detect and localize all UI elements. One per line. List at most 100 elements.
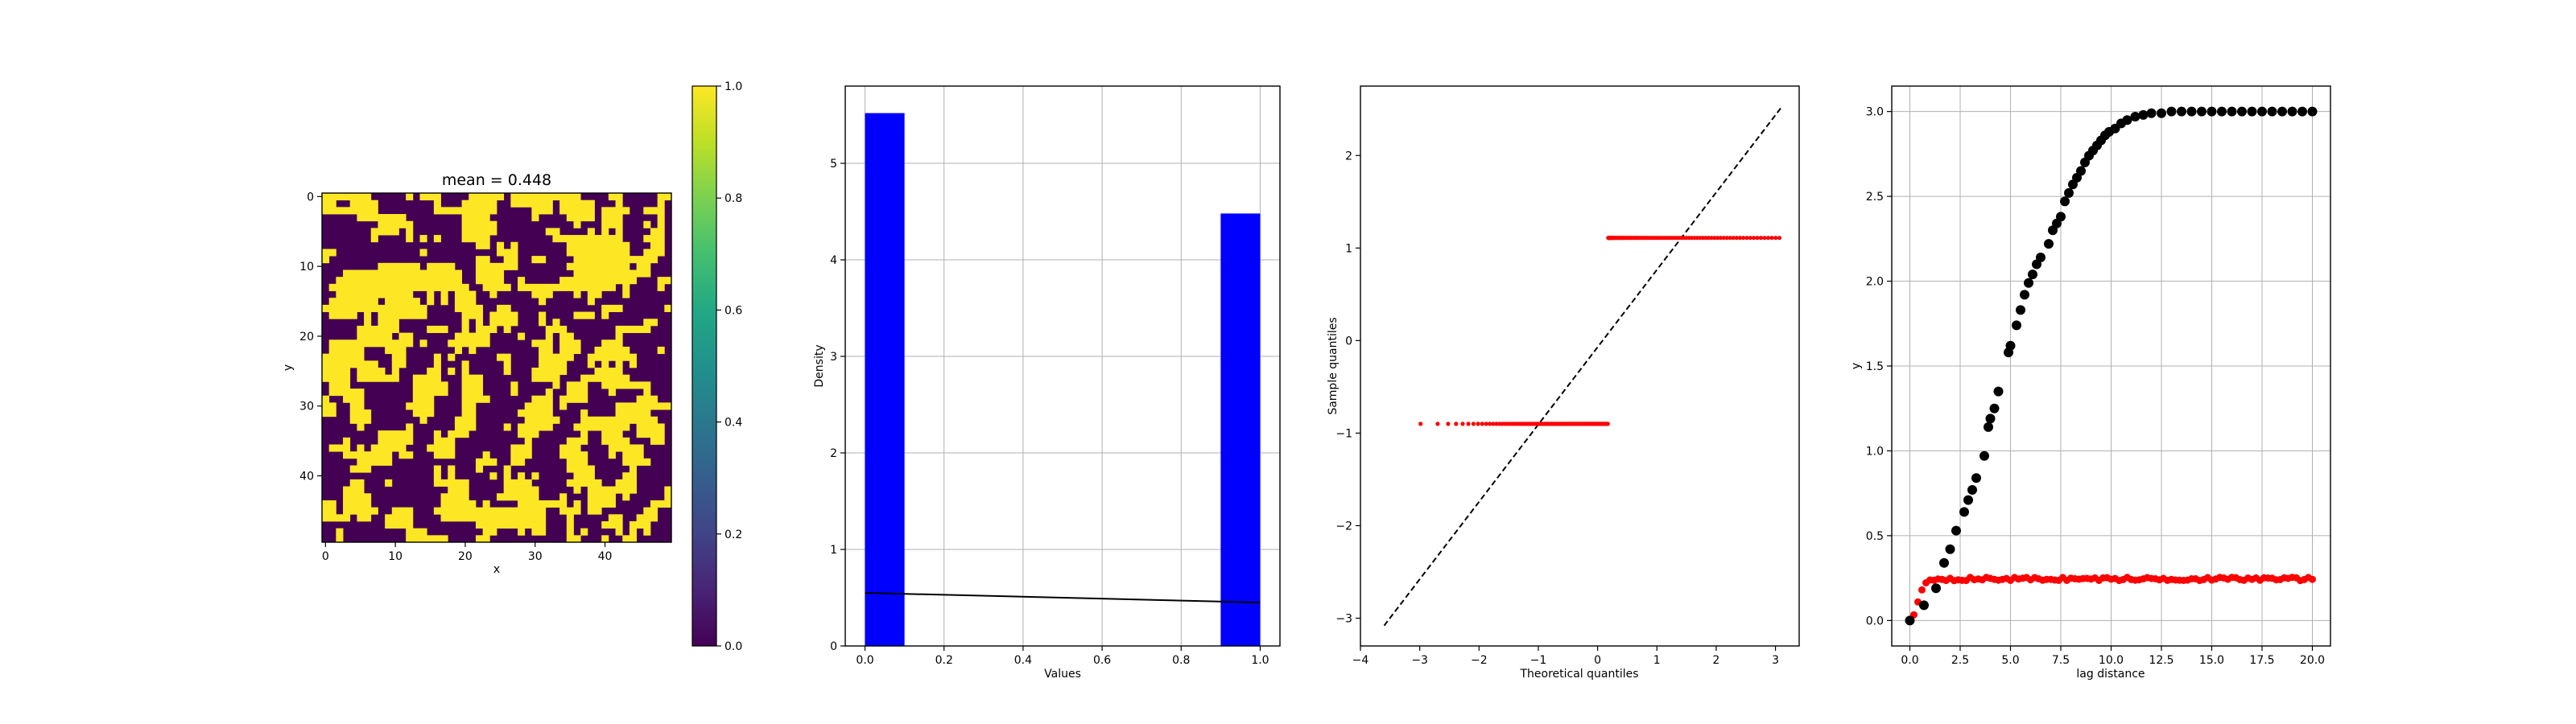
heatmap-cell [524, 451, 532, 459]
heatmap-cell [461, 479, 469, 487]
heatmap-cell [650, 249, 658, 257]
heatmap-cell [601, 262, 609, 270]
heatmap-cell [518, 514, 526, 522]
heatmap-cell [364, 269, 372, 278]
heatmap-cell [622, 402, 630, 410]
heatmap-cell [615, 256, 623, 264]
heatmap-xtick-label: 10 [388, 550, 402, 563]
heatmap-cell [573, 269, 581, 278]
heatmap-cell [497, 249, 505, 257]
heatmap-cell [657, 277, 665, 285]
heatmap-cell [349, 507, 357, 515]
heatmap-cell [412, 535, 420, 543]
heatmap-cell [489, 319, 497, 327]
heatmap-cell [643, 430, 651, 438]
heatmap-cell [552, 381, 560, 389]
heatmap-cell [385, 514, 393, 522]
heatmap-cell [328, 311, 336, 319]
variogram-black-point [1963, 495, 1973, 505]
heatmap-cell [601, 493, 609, 501]
heatmap-cell [622, 353, 630, 361]
heatmap-cell [657, 200, 665, 208]
heatmap-cell [650, 241, 658, 249]
heatmap-cell [461, 325, 469, 333]
heatmap-cell [454, 479, 462, 487]
heatmap-cell [503, 507, 511, 515]
heatmap-cell [357, 214, 365, 222]
heatmap-cell [385, 332, 393, 340]
heatmap-cell [601, 368, 609, 376]
heatmap-cell [469, 395, 477, 403]
colorbar [691, 85, 717, 647]
heatmap-cell [587, 256, 595, 264]
heatmap-cell [328, 283, 336, 291]
heatmap-cell [391, 430, 399, 438]
heatmap-cell [406, 220, 414, 228]
heatmap-cell [357, 269, 365, 278]
heatmap-cell [398, 346, 407, 355]
heatmap-cell [608, 486, 616, 494]
heatmap-cell [601, 214, 609, 222]
heatmap-cell [427, 389, 435, 397]
heatmap-cell [510, 256, 518, 264]
heatmap-cell [524, 200, 532, 208]
heatmap-cell [552, 283, 560, 291]
heatmap-cell [629, 416, 637, 424]
heatmap-cell [440, 381, 448, 389]
heatmap-cell [475, 200, 484, 208]
heatmap-cell [328, 200, 336, 208]
heatmap-cell [643, 249, 651, 257]
heatmap-cell [475, 465, 484, 473]
heatmap-cell [391, 311, 399, 319]
heatmap-cell [615, 220, 623, 228]
heatmap-cell [503, 311, 511, 319]
heatmap-cell [573, 395, 581, 403]
heatmap-cell [433, 368, 441, 376]
variogram-black-point [2277, 106, 2287, 117]
heatmap-yticks: 0 10 20 30 40 [299, 191, 322, 483]
heatmap-cell [475, 235, 484, 243]
heatmap-cell [608, 277, 616, 285]
heatmap-cell [385, 269, 393, 278]
heatmap-cell [531, 416, 539, 424]
heatmap-cell [510, 241, 518, 249]
heatmap-cell [594, 256, 602, 264]
heatmap-cell [406, 193, 414, 201]
heatmap-cell [427, 277, 435, 285]
heatmap-cell [385, 346, 393, 355]
heatmap-cell [461, 368, 469, 376]
qq-point [1605, 422, 1610, 426]
heatmap-cell [636, 325, 644, 333]
heatmap-cell [657, 430, 665, 438]
heatmap-cell [357, 389, 365, 397]
heatmap-cell [419, 528, 427, 536]
heatmap-cell [587, 493, 595, 501]
heatmap-cell [587, 423, 595, 431]
heatmap-cell [573, 451, 581, 459]
heatmap-cell [440, 479, 448, 487]
heatmap-cell [440, 262, 448, 270]
heatmap-cell [469, 214, 477, 222]
heatmap-cell [580, 389, 588, 397]
heatmap-cell [518, 458, 526, 466]
variogram-black-point [2044, 239, 2054, 249]
heatmap-cell [391, 507, 399, 515]
heatmap-cell [601, 416, 609, 424]
heatmap-cell [594, 277, 602, 285]
heatmap-cell [343, 374, 351, 382]
variogram-black-point [1993, 386, 2004, 397]
heatmap-cell [545, 389, 553, 397]
variogram-black-point [1979, 450, 1989, 461]
colorbar-tick-label: 1.0 [724, 80, 742, 93]
heatmap-cell [328, 339, 336, 348]
qq-ytick-label: −3 [1335, 612, 1352, 625]
heatmap-cell [601, 430, 609, 438]
heatmap-cell [357, 283, 365, 291]
heatmap-cell [622, 472, 630, 480]
heatmap-cell [643, 520, 651, 529]
heatmap-cell [461, 220, 469, 228]
heatmap-cell [497, 241, 505, 249]
heatmap-cell [349, 290, 357, 298]
heatmap-cell [412, 402, 420, 410]
qq-point [1758, 236, 1763, 241]
